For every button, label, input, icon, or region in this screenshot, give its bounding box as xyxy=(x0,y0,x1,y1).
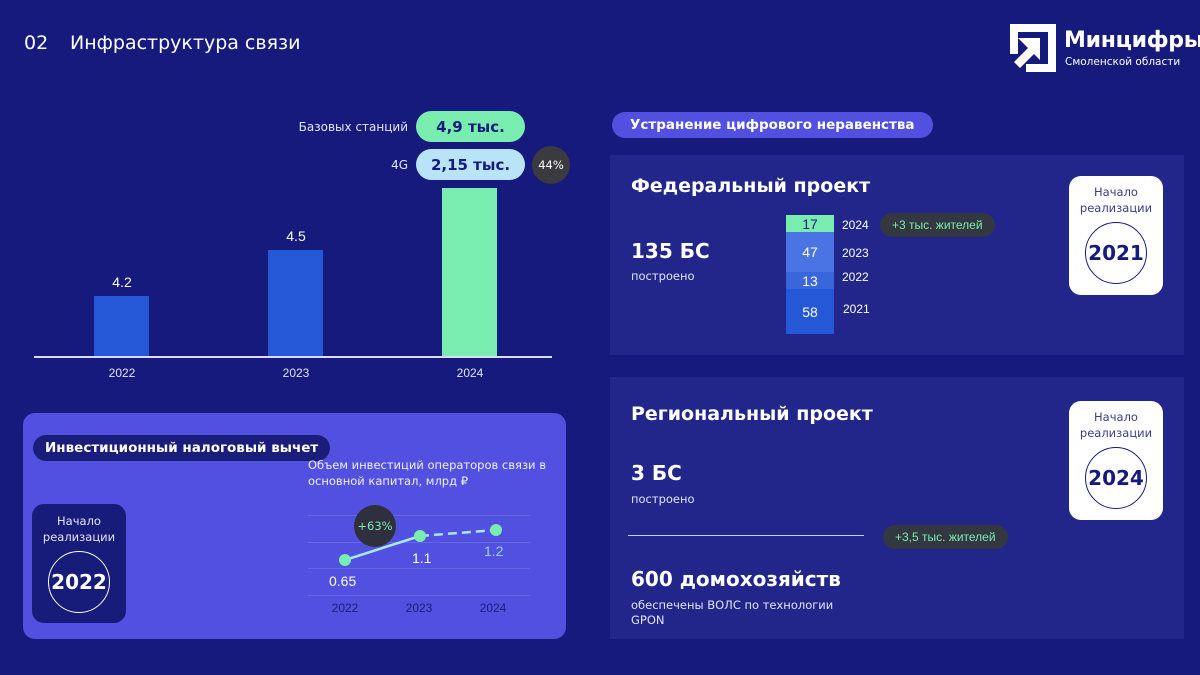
bar-2024 xyxy=(442,188,497,357)
logo: Минцифры Смоленской области xyxy=(1010,24,1200,76)
federal-bs-count-label: построено xyxy=(631,269,695,283)
stack-segment-2023: 47 xyxy=(786,232,834,272)
regional-bs-count-label: построено xyxy=(631,492,695,506)
page-title: Инфраструктура связи xyxy=(70,32,301,54)
start-year-circle: 2022 xyxy=(48,551,110,613)
stack-year-2021: 2021 xyxy=(843,302,870,316)
regional-residents-pill: +3,5 тыс. жителей xyxy=(883,525,1008,549)
4g-value-pill: 2,15 тыс. xyxy=(416,149,525,180)
bar-2023 xyxy=(268,250,323,357)
grid-line xyxy=(308,595,530,596)
investment-chart-caption: Объем инвестиций операторов связи в осно… xyxy=(308,458,546,488)
x-label-2022: 2022 xyxy=(108,366,136,380)
line-x-label-2024: 2024 xyxy=(479,601,507,615)
start-year-circle: 2021 xyxy=(1085,222,1147,284)
regional-project-title: Региональный проект xyxy=(631,403,873,425)
divider-line xyxy=(628,535,864,536)
federal-start-year-box: Начало реализации 2021 xyxy=(1069,176,1163,295)
bar-value-2023: 4.5 xyxy=(286,228,306,244)
growth-bubble: +63% xyxy=(354,505,396,547)
logo-subtitle: Смоленской области xyxy=(1065,56,1181,68)
line-x-label-2022: 2022 xyxy=(331,601,359,615)
grid-line xyxy=(308,515,530,516)
4g-label: 4G xyxy=(391,158,408,172)
start-label: Начало реализации xyxy=(1079,185,1153,215)
investment-tag: Инвестиционный налоговый вычет xyxy=(33,435,331,461)
regional-start-year-box: Начало реализации 2024 xyxy=(1069,401,1163,520)
bar-2022 xyxy=(94,296,149,357)
investment-line-chart xyxy=(339,524,502,566)
regional-project-card: Региональный проект 3 БС построено +3,5 … xyxy=(610,377,1184,639)
point-value-2024: 1.2 xyxy=(484,543,504,559)
start-year-box: Начало реализации 2022 xyxy=(32,504,126,623)
stack-segment-2024: 17 xyxy=(786,215,834,232)
start-label: Начало реализации xyxy=(1079,410,1153,440)
stack-segment-2021: 58 xyxy=(786,289,834,334)
line-x-label-2023: 2023 xyxy=(405,601,433,615)
federal-stacked-bar: 17 47 13 58 xyxy=(786,215,834,334)
stack-year-2024: 2024 xyxy=(842,218,869,232)
x-axis-line xyxy=(34,356,552,358)
investment-tax-deduction-card: Инвестиционный налоговый вычет Начало ре… xyxy=(23,413,566,639)
digital-inequality-tag: Устранение цифрового неравенства xyxy=(612,112,933,138)
point-value-2022: 0.65 xyxy=(329,573,357,589)
federal-bs-count: 135 БС xyxy=(631,239,710,263)
federal-project-title: Федеральный проект xyxy=(631,175,871,197)
regional-bs-count: 3 БС xyxy=(631,461,682,485)
households-label: обеспечены ВОЛС по технологии GPON xyxy=(631,598,834,627)
x-label-2024: 2024 xyxy=(456,366,484,380)
grid-line xyxy=(308,542,530,543)
stack-year-2022: 2022 xyxy=(842,270,869,284)
households-count: 600 домохозяйств xyxy=(631,567,841,591)
mintsifry-logo-icon xyxy=(1010,24,1056,72)
base-stations-value-pill: 4,9 тыс. xyxy=(416,111,525,142)
section-number: 02 xyxy=(24,32,49,54)
4g-share-bubble: 44% xyxy=(532,146,570,184)
logo-name: Минцифры xyxy=(1064,28,1200,53)
start-year-circle: 2024 xyxy=(1085,447,1147,509)
bar-value-2022: 4.2 xyxy=(112,274,132,290)
stack-year-2023: 2023 xyxy=(842,246,869,260)
start-label: Начало реализации xyxy=(42,514,116,544)
x-label-2023: 2023 xyxy=(282,366,310,380)
point-value-2023: 1.1 xyxy=(412,550,432,566)
federal-residents-pill: +3 тыс. жителей xyxy=(880,213,995,237)
federal-project-card: Федеральный проект 135 БС построено 17 4… xyxy=(610,155,1184,355)
stack-segment-2022: 13 xyxy=(786,272,834,289)
grid-line xyxy=(308,568,530,569)
base-stations-label: Базовых станций xyxy=(298,120,408,134)
